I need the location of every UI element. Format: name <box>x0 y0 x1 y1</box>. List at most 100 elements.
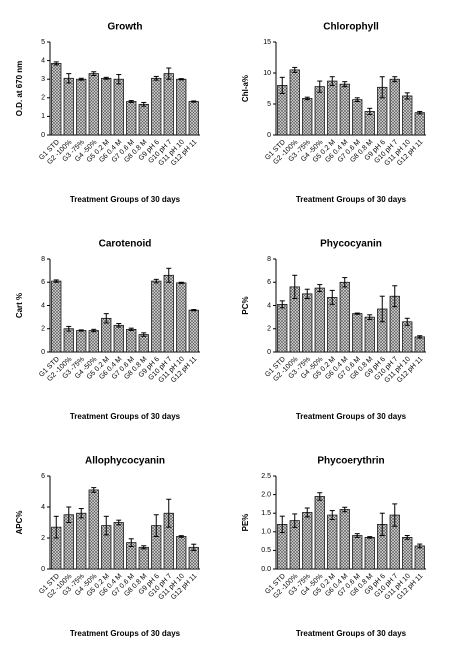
panel: Phycocyanin PC% Treatment Groups of 30 day… <box>241 239 426 421</box>
bar <box>364 316 375 353</box>
error-bar <box>91 328 97 333</box>
bar <box>389 78 400 136</box>
error-bar <box>141 545 147 550</box>
bar <box>289 520 300 570</box>
error-bar <box>53 61 59 66</box>
bar <box>302 512 313 570</box>
bar <box>76 78 87 136</box>
panel: Chlorophyll Chl-a% Treatment Groups of 30 … <box>241 22 426 204</box>
bar <box>314 86 325 136</box>
bar <box>138 546 149 570</box>
x-axis-title: Treatment Groups of 30 days <box>70 629 181 638</box>
panel: Carotenoid Cart % Treatment Groups of 30 d… <box>15 239 200 421</box>
y-tick-label: 2 <box>267 326 271 333</box>
error-bar <box>367 107 373 116</box>
bar <box>51 63 62 136</box>
bar <box>188 309 199 353</box>
error-bar <box>128 100 134 103</box>
error-bar <box>292 513 298 528</box>
error-bar <box>392 503 398 527</box>
bar <box>88 73 99 136</box>
y-tick-label: 6 <box>41 473 45 480</box>
bar <box>352 99 363 136</box>
error-bar <box>153 75 159 81</box>
error-bar <box>329 289 335 305</box>
error-bar <box>166 67 172 80</box>
y-tick-label: 8 <box>41 256 45 263</box>
bar <box>88 330 99 353</box>
bar <box>327 514 338 570</box>
bar <box>138 334 149 353</box>
chart-title: Allophycocyanin <box>85 456 165 467</box>
error-bar <box>354 533 360 538</box>
y-tick-label: 2 <box>41 326 45 333</box>
error-bar <box>166 498 172 528</box>
y-tick-label: 1.5 <box>261 510 271 517</box>
error-bar <box>304 507 310 518</box>
error-bar <box>91 71 97 76</box>
error-bar <box>317 492 323 501</box>
error-bar <box>91 487 97 493</box>
chart-title: Growth <box>108 22 143 33</box>
error-bar <box>367 536 373 539</box>
y-tick-label: 4 <box>41 302 45 309</box>
y-tick-label: 10 <box>263 70 271 77</box>
y-tick-label: 1 <box>41 113 45 120</box>
error-bar <box>404 535 410 540</box>
bar <box>302 98 313 136</box>
bar <box>176 536 187 570</box>
bar <box>352 313 363 353</box>
bar <box>176 282 187 353</box>
error-bar <box>116 74 122 85</box>
y-tick-label: 0 <box>267 349 271 356</box>
error-bar <box>304 288 310 300</box>
error-bar <box>128 327 134 331</box>
error-bar <box>178 535 184 538</box>
bar <box>314 496 325 570</box>
error-bar <box>417 543 423 549</box>
panel: Phycoerythrin PE% Treatment Groups of 30 d… <box>241 456 426 638</box>
bar <box>113 522 124 570</box>
x-axis-title: Treatment Groups of 30 days <box>70 195 181 204</box>
y-tick-label: 0 <box>41 132 45 139</box>
error-bar <box>191 543 197 551</box>
x-axis-title: Treatment Groups of 30 days <box>296 412 407 421</box>
error-bar <box>379 512 385 537</box>
x-axis-title: Treatment Groups of 30 days <box>296 195 407 204</box>
error-bar <box>78 329 84 332</box>
bar <box>414 112 425 136</box>
bar <box>327 80 338 136</box>
error-bar <box>178 78 184 81</box>
error-bar <box>404 92 410 100</box>
error-bar <box>128 538 134 548</box>
bar <box>364 537 375 570</box>
error-bar <box>367 314 373 320</box>
error-bar <box>78 508 84 519</box>
y-tick-label: 2.0 <box>261 491 271 498</box>
bar <box>113 324 124 353</box>
error-bar <box>342 277 348 288</box>
bar <box>63 328 74 353</box>
bar <box>314 287 325 353</box>
bar <box>402 321 413 353</box>
y-axis-title: PC% <box>241 296 250 314</box>
y-tick-label: 4 <box>267 302 271 309</box>
chart-title: Phycocyanin <box>320 239 382 250</box>
error-bar <box>317 80 323 93</box>
error-bar <box>329 76 335 86</box>
y-tick-label: 6 <box>267 279 271 286</box>
error-bar <box>153 278 159 284</box>
error-bar <box>342 506 348 513</box>
y-axis-title: O.D. at 670 nm <box>15 61 24 117</box>
bar <box>402 95 413 136</box>
bar <box>151 77 162 136</box>
y-tick-label: 0.5 <box>261 547 271 554</box>
error-bar <box>103 515 109 536</box>
y-tick-label: 15 <box>263 39 271 46</box>
y-axis-title: Chl-a% <box>241 75 250 102</box>
error-bar <box>141 101 147 107</box>
bar <box>176 78 187 136</box>
bar <box>277 303 288 353</box>
y-tick-label: 2 <box>41 95 45 102</box>
